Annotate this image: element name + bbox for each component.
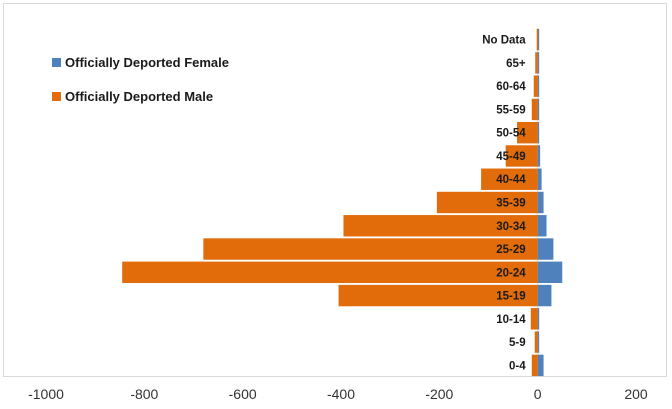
- legend-label-male: Officially Deported Male: [65, 89, 213, 104]
- male-bar-10-14: [530, 308, 538, 330]
- male-bar-45-49: [505, 145, 538, 167]
- female-bar-40-44: [537, 168, 542, 190]
- category-label-45-49: 45-49: [496, 151, 525, 163]
- category-label-60-64: 60-64: [496, 81, 526, 93]
- legend-label-female: Officially Deported Female: [65, 55, 229, 70]
- female-bar-20-24: [537, 261, 563, 284]
- female-bar-35-39: [537, 191, 544, 214]
- category-label-50-54: 50-54: [496, 128, 526, 140]
- male-bar-40-44: [481, 168, 538, 190]
- female-bar-0-4: [537, 354, 544, 377]
- female-bar-50-54: [537, 121, 540, 144]
- female-bar-No Data: [537, 28, 540, 51]
- category-label-25-29: 25-29: [496, 244, 525, 256]
- legend-swatch-male: [52, 92, 61, 101]
- x-tick-label: -200: [425, 386, 453, 402]
- female-bar-60-64: [537, 75, 540, 97]
- male-bar-55-59: [531, 98, 538, 121]
- x-tick-label: -600: [229, 386, 257, 402]
- male-bar-20-24: [122, 261, 538, 284]
- male-bar-35-39: [436, 191, 538, 214]
- female-bar-15-19: [537, 284, 552, 307]
- x-tick-label: -400: [327, 386, 355, 402]
- chart-area: [3, 3, 667, 377]
- x-tick-label: -1000: [28, 386, 64, 402]
- category-label-0-4: 0-4: [509, 360, 526, 372]
- male-bar-30-34: [343, 215, 538, 237]
- male-bar-No Data: [536, 28, 539, 51]
- female-bar-65+: [537, 52, 540, 74]
- legend-swatch-female: [52, 58, 61, 67]
- x-tick-label: 200: [624, 386, 648, 402]
- male-bar-5-9: [534, 331, 538, 353]
- male-bar-25-29: [203, 238, 538, 260]
- category-label-55-59: 55-59: [496, 104, 525, 116]
- category-label-30-34: 30-34: [496, 221, 526, 233]
- category-label-40-44: 40-44: [496, 174, 526, 186]
- male-bar-50-54: [517, 121, 538, 144]
- male-bar-0-4: [531, 354, 538, 377]
- x-tick-label: 0: [534, 386, 542, 402]
- female-bar-5-9: [537, 331, 540, 353]
- category-label-10-14: 10-14: [496, 314, 526, 326]
- category-label-No Data: No Data: [482, 35, 526, 47]
- male-bar-15-19: [338, 284, 538, 307]
- male-bar-65+: [535, 52, 538, 74]
- category-label-5-9: 5-9: [509, 337, 526, 349]
- female-bar-45-49: [537, 145, 541, 167]
- female-bar-55-59: [537, 98, 540, 121]
- female-bar-10-14: [537, 308, 540, 330]
- category-label-20-24: 20-24: [496, 267, 526, 279]
- female-bar-30-34: [537, 215, 547, 237]
- category-label-65+: 65+: [506, 58, 526, 70]
- male-bar-60-64: [533, 75, 538, 97]
- category-label-35-39: 35-39: [496, 198, 525, 210]
- female-bar-25-29: [537, 238, 554, 260]
- x-tick-label: -800: [130, 386, 158, 402]
- category-label-15-19: 15-19: [496, 291, 525, 303]
